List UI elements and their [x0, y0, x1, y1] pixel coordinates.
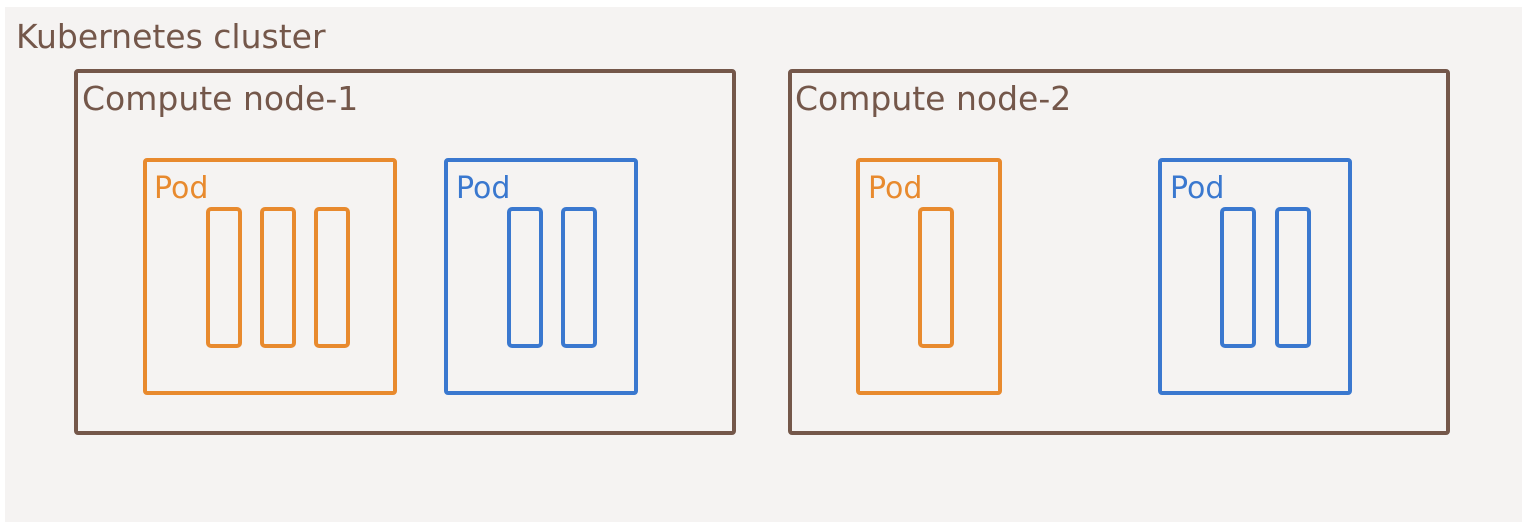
pod-box [444, 158, 638, 395]
pod-title: Pod [154, 171, 209, 206]
pod-box [143, 158, 397, 395]
container-box [206, 207, 242, 348]
compute-node-title: Compute node-1 [82, 79, 359, 118]
pod-box [856, 158, 1002, 395]
container-box [507, 207, 543, 348]
pod-title: Pod [868, 171, 923, 206]
container-box [1275, 207, 1311, 348]
container-box [918, 207, 954, 348]
container-box [561, 207, 597, 348]
cluster-title: Kubernetes cluster [16, 17, 326, 56]
pod-title: Pod [1170, 171, 1225, 206]
compute-node-1-box [74, 69, 736, 435]
compute-node-2-box [788, 69, 1450, 435]
container-box [314, 207, 350, 348]
compute-node-title: Compute node-2 [795, 79, 1072, 118]
container-box [1220, 207, 1256, 348]
pod-box [1158, 158, 1352, 395]
container-box [260, 207, 296, 348]
kubernetes-cluster [5, 7, 1522, 522]
pod-title: Pod [456, 171, 511, 206]
